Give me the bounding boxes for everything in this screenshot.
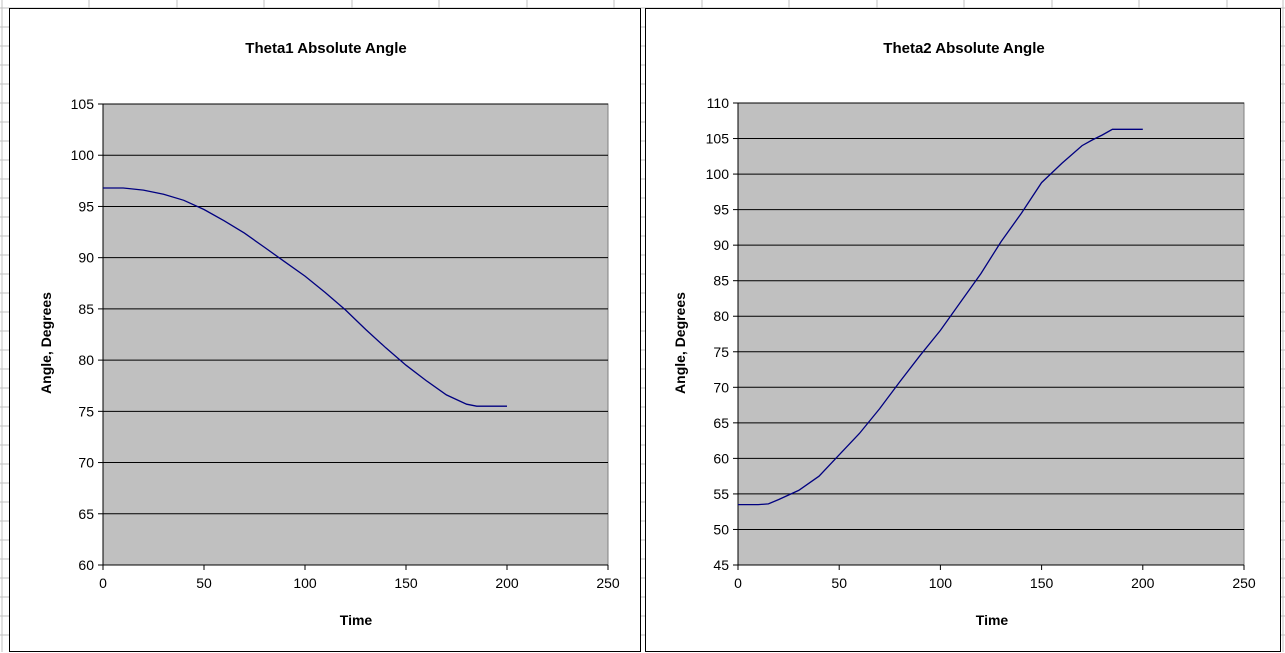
chart-panel-theta1[interactable]: 60 65 70 75 80 85 90 95 100 105 0 50 100 150 200 250 T… <box>9 8 641 652</box>
y-tick-label: 75 <box>713 344 729 360</box>
gridlines <box>733 102 1245 570</box>
chart-title: Theta1 Absolute Angle <box>245 40 406 57</box>
gridlines <box>98 103 609 570</box>
x-tick-label: 150 <box>394 575 418 591</box>
plot-area <box>737 102 1245 566</box>
x-axis-label: Time <box>340 612 373 628</box>
theta2-chart: 45 50 55 60 65 70 75 80 85 90 95 100 105 110 0 50 100 15… <box>672 40 1256 628</box>
x-tick-labels: 0 50 100 150 200 250 <box>734 575 1256 591</box>
y-tick-label: 90 <box>78 250 94 266</box>
y-tick-label: 50 <box>713 521 729 537</box>
x-tick-label: 150 <box>1030 575 1054 591</box>
y-tick-label: 65 <box>713 415 729 431</box>
y-tick-label: 80 <box>713 308 729 324</box>
series-line <box>103 187 507 407</box>
y-tick-label: 45 <box>713 557 729 573</box>
series-group <box>103 187 507 407</box>
x-tick-label: 50 <box>196 575 212 591</box>
y-tick-label: 95 <box>78 198 94 214</box>
y-tick-label: 100 <box>706 166 730 182</box>
plot-area <box>102 103 609 566</box>
x-tick-label: 200 <box>1131 575 1155 591</box>
chart-title: Theta2 Absolute Angle <box>883 40 1044 57</box>
y-tick-label: 95 <box>713 202 729 218</box>
y-tick-label: 90 <box>713 237 729 253</box>
y-tick-label: 105 <box>71 96 95 112</box>
chart-panel-theta2[interactable]: 45 50 55 60 65 70 75 80 85 90 95 100 105 110 0 50 100 15… <box>645 8 1281 652</box>
y-tick-label: 105 <box>706 131 730 147</box>
y-tick-label: 85 <box>713 273 729 289</box>
x-tick-label: 0 <box>734 575 742 591</box>
y-tick-labels: 45 50 55 60 65 70 75 80 85 90 95 100 105 110 <box>706 95 730 573</box>
x-tick-label: 200 <box>495 575 519 591</box>
x-tick-label: 250 <box>1232 575 1256 591</box>
x-tick-label: 250 <box>596 575 620 591</box>
y-tick-label: 100 <box>71 147 95 163</box>
y-tick-label: 65 <box>78 506 94 522</box>
y-tick-label: 70 <box>713 379 729 395</box>
y-axis-label: Angle, Degrees <box>672 292 688 394</box>
theta1-chart: 60 65 70 75 80 85 90 95 100 105 0 50 100 150 200 250 T… <box>38 40 620 628</box>
y-tick-label: 55 <box>713 486 729 502</box>
y-tick-label: 75 <box>78 403 94 419</box>
x-tick-label: 0 <box>99 575 107 591</box>
x-tick-label: 100 <box>929 575 953 591</box>
x-tick-label: 50 <box>831 575 847 591</box>
y-tick-label: 60 <box>713 450 729 466</box>
y-tick-labels: 60 65 70 75 80 85 90 95 100 105 <box>71 96 95 573</box>
series-group <box>738 128 1143 506</box>
y-tick-label: 70 <box>78 455 94 471</box>
y-tick-label: 110 <box>707 95 730 111</box>
y-tick-label: 60 <box>78 557 94 573</box>
series-line <box>738 128 1143 506</box>
x-axis-label: Time <box>976 612 1009 628</box>
y-tick-label: 85 <box>78 301 94 317</box>
x-tick-label: 100 <box>293 575 317 591</box>
y-tick-label: 80 <box>78 352 94 368</box>
y-axis-label: Angle, Degrees <box>38 292 54 394</box>
x-tick-labels: 0 50 100 150 200 250 <box>99 575 620 591</box>
